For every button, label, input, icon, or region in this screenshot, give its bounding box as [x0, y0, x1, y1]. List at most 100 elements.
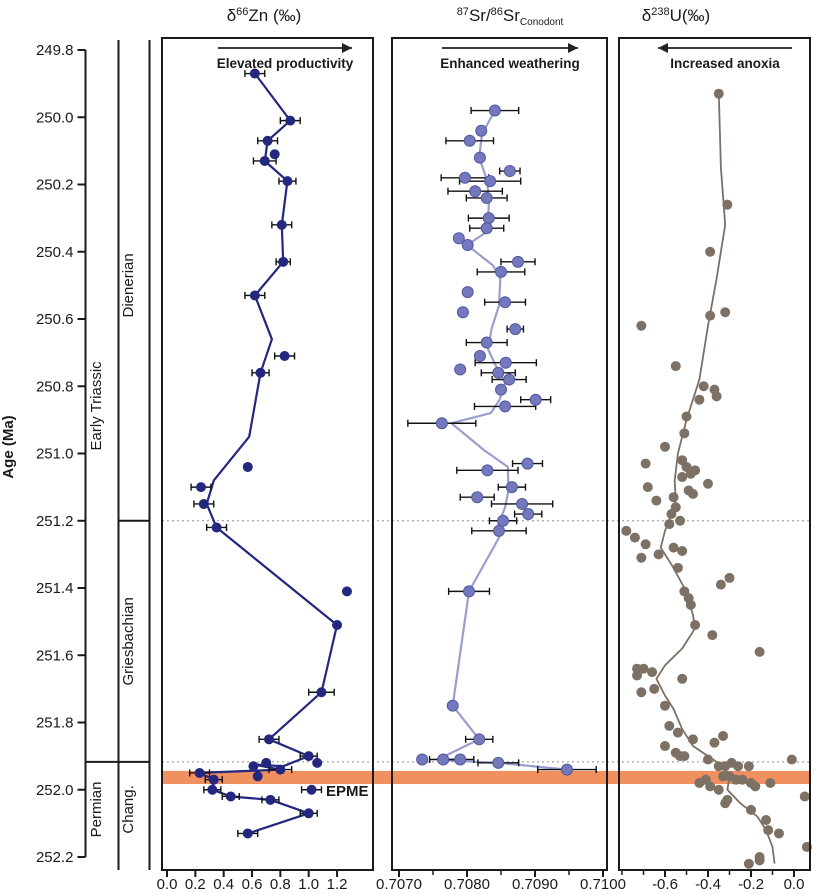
- u-data-point: [685, 599, 696, 610]
- panel-u: -0.6 -0.4 -0.2 0.0 δ238U(‰) Increased anoxia: [618, 6, 812, 893]
- zn-arrowhead-icon: [342, 43, 352, 53]
- zn-data-point: [279, 350, 290, 361]
- u-data-point: [664, 519, 675, 530]
- u-data-point: [664, 720, 675, 731]
- zn-data-point: [276, 219, 287, 230]
- sr-data-point: [475, 124, 488, 137]
- u-data-point: [660, 741, 670, 752]
- u-data-point: [677, 472, 688, 483]
- u-x-tick-label: 0.0: [784, 876, 805, 893]
- zn-data-point: [341, 586, 352, 597]
- age-tick-label: 252.0: [36, 782, 74, 799]
- zn-x-tick-label: 0.2: [185, 876, 206, 893]
- age-tick-label: 250.8: [36, 378, 74, 395]
- sr-data-point: [484, 175, 497, 188]
- sr-x-tick-label: 0.7070: [376, 876, 422, 893]
- u-data-point: [765, 778, 776, 789]
- sr-data-point: [516, 497, 529, 510]
- sr-data-point: [480, 336, 493, 349]
- sr-data-point: [499, 400, 512, 413]
- sr-data-point: [488, 104, 501, 117]
- zn-x-tick-label: 1.2: [327, 876, 348, 893]
- u-data-point: [642, 482, 653, 493]
- sr-data-point: [473, 151, 486, 164]
- u-data-point: [705, 246, 716, 257]
- u-data-point: [640, 539, 651, 550]
- sr-data-point: [509, 323, 522, 336]
- u-data-point: [754, 855, 765, 866]
- u-annotation: Increased anoxia: [658, 43, 792, 71]
- sr-data-point: [503, 165, 516, 178]
- sr-data-point: [480, 222, 493, 235]
- age-tick-label: 252.2: [36, 849, 74, 866]
- u-data-point: [694, 778, 705, 789]
- zn-data-point: [306, 784, 317, 795]
- sr-data-point: [463, 134, 476, 147]
- u-data-point: [668, 542, 679, 553]
- age-axis-title: Age (Ma): [0, 415, 17, 478]
- u-data-point: [743, 761, 754, 772]
- sr-data-point: [437, 753, 450, 766]
- sr-data-point: [469, 185, 482, 198]
- sr-data-point: [461, 239, 474, 252]
- u-data-point: [660, 700, 670, 711]
- sr-data-point: [452, 232, 465, 245]
- zn-data-point: [225, 791, 236, 802]
- panel-zn-border: [161, 37, 374, 871]
- epme-label: EPME: [326, 783, 369, 800]
- u-data-point: [629, 532, 640, 543]
- zn-data-point: [255, 367, 266, 378]
- panel-sr: 0.7070 0.7080 0.7090 0.7100 87Sr/86SrConodon…: [376, 6, 626, 893]
- zn-data-point: [242, 828, 253, 839]
- sr-data-point: [473, 733, 486, 746]
- u-data-point: [720, 798, 731, 809]
- u-data-point: [733, 761, 744, 772]
- zn-data-point: [275, 764, 286, 775]
- sr-data-point: [458, 171, 471, 184]
- sr-data-point: [416, 753, 429, 766]
- sr-data-point: [463, 585, 476, 598]
- sr-data-point: [521, 457, 534, 470]
- sr-data-point: [454, 363, 467, 376]
- sr-data-point: [492, 524, 505, 537]
- u-data-point: [786, 754, 797, 765]
- zn-data-point: [261, 757, 272, 768]
- u-data-point: [647, 667, 658, 678]
- u-data-point: [653, 549, 664, 560]
- u-data-point: [685, 468, 696, 479]
- sr-data-point: [495, 383, 507, 396]
- zn-data-point: [282, 176, 293, 187]
- u-data-point: [679, 751, 690, 762]
- u-data-point: [636, 552, 647, 563]
- zn-x-tick-label: 0.8: [270, 876, 291, 893]
- sr-data-point: [480, 191, 493, 204]
- u-data-point: [711, 391, 722, 402]
- zn-data-point: [285, 115, 296, 126]
- u-data-point: [672, 562, 683, 573]
- u-data-point: [715, 579, 726, 590]
- sr-data-point: [492, 756, 505, 769]
- zn-data-point: [316, 687, 327, 698]
- zn-x-tick-label: 0.6: [242, 876, 263, 893]
- panel-zn: 0.0 0.2 0.4 0.6 0.8 1.0 1.2 δ66Zn (‰) Elevated p…: [157, 6, 374, 893]
- sr-data-point: [456, 306, 469, 319]
- sr-data-point: [499, 296, 512, 309]
- zn-data-point: [262, 135, 273, 146]
- u-data-point: [640, 458, 651, 469]
- age-axis: 249.8 250.0 250.2 250.4 250.6 250.8 251.0 251.2…: [0, 42, 87, 866]
- age-tick-label: 251.6: [36, 647, 74, 664]
- zn-data-point: [198, 498, 209, 509]
- u-data-point: [703, 754, 713, 765]
- u-data-point: [773, 828, 784, 839]
- zn-annotation-label: Elevated productivity: [217, 56, 354, 71]
- zn-data-point: [194, 767, 205, 778]
- zn-x-tick-label: 1.0: [298, 876, 319, 893]
- u-data-point: [746, 804, 756, 815]
- sr-data-point: [471, 491, 484, 504]
- sr-data-point: [454, 753, 467, 766]
- age-tick-label: 250.2: [36, 177, 74, 194]
- u-data-point: [754, 646, 765, 657]
- u-data-point: [636, 320, 647, 331]
